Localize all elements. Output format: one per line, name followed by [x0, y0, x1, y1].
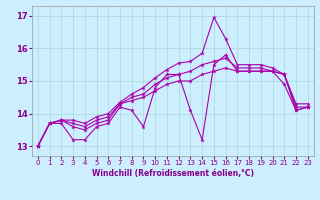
X-axis label: Windchill (Refroidissement éolien,°C): Windchill (Refroidissement éolien,°C) — [92, 169, 254, 178]
